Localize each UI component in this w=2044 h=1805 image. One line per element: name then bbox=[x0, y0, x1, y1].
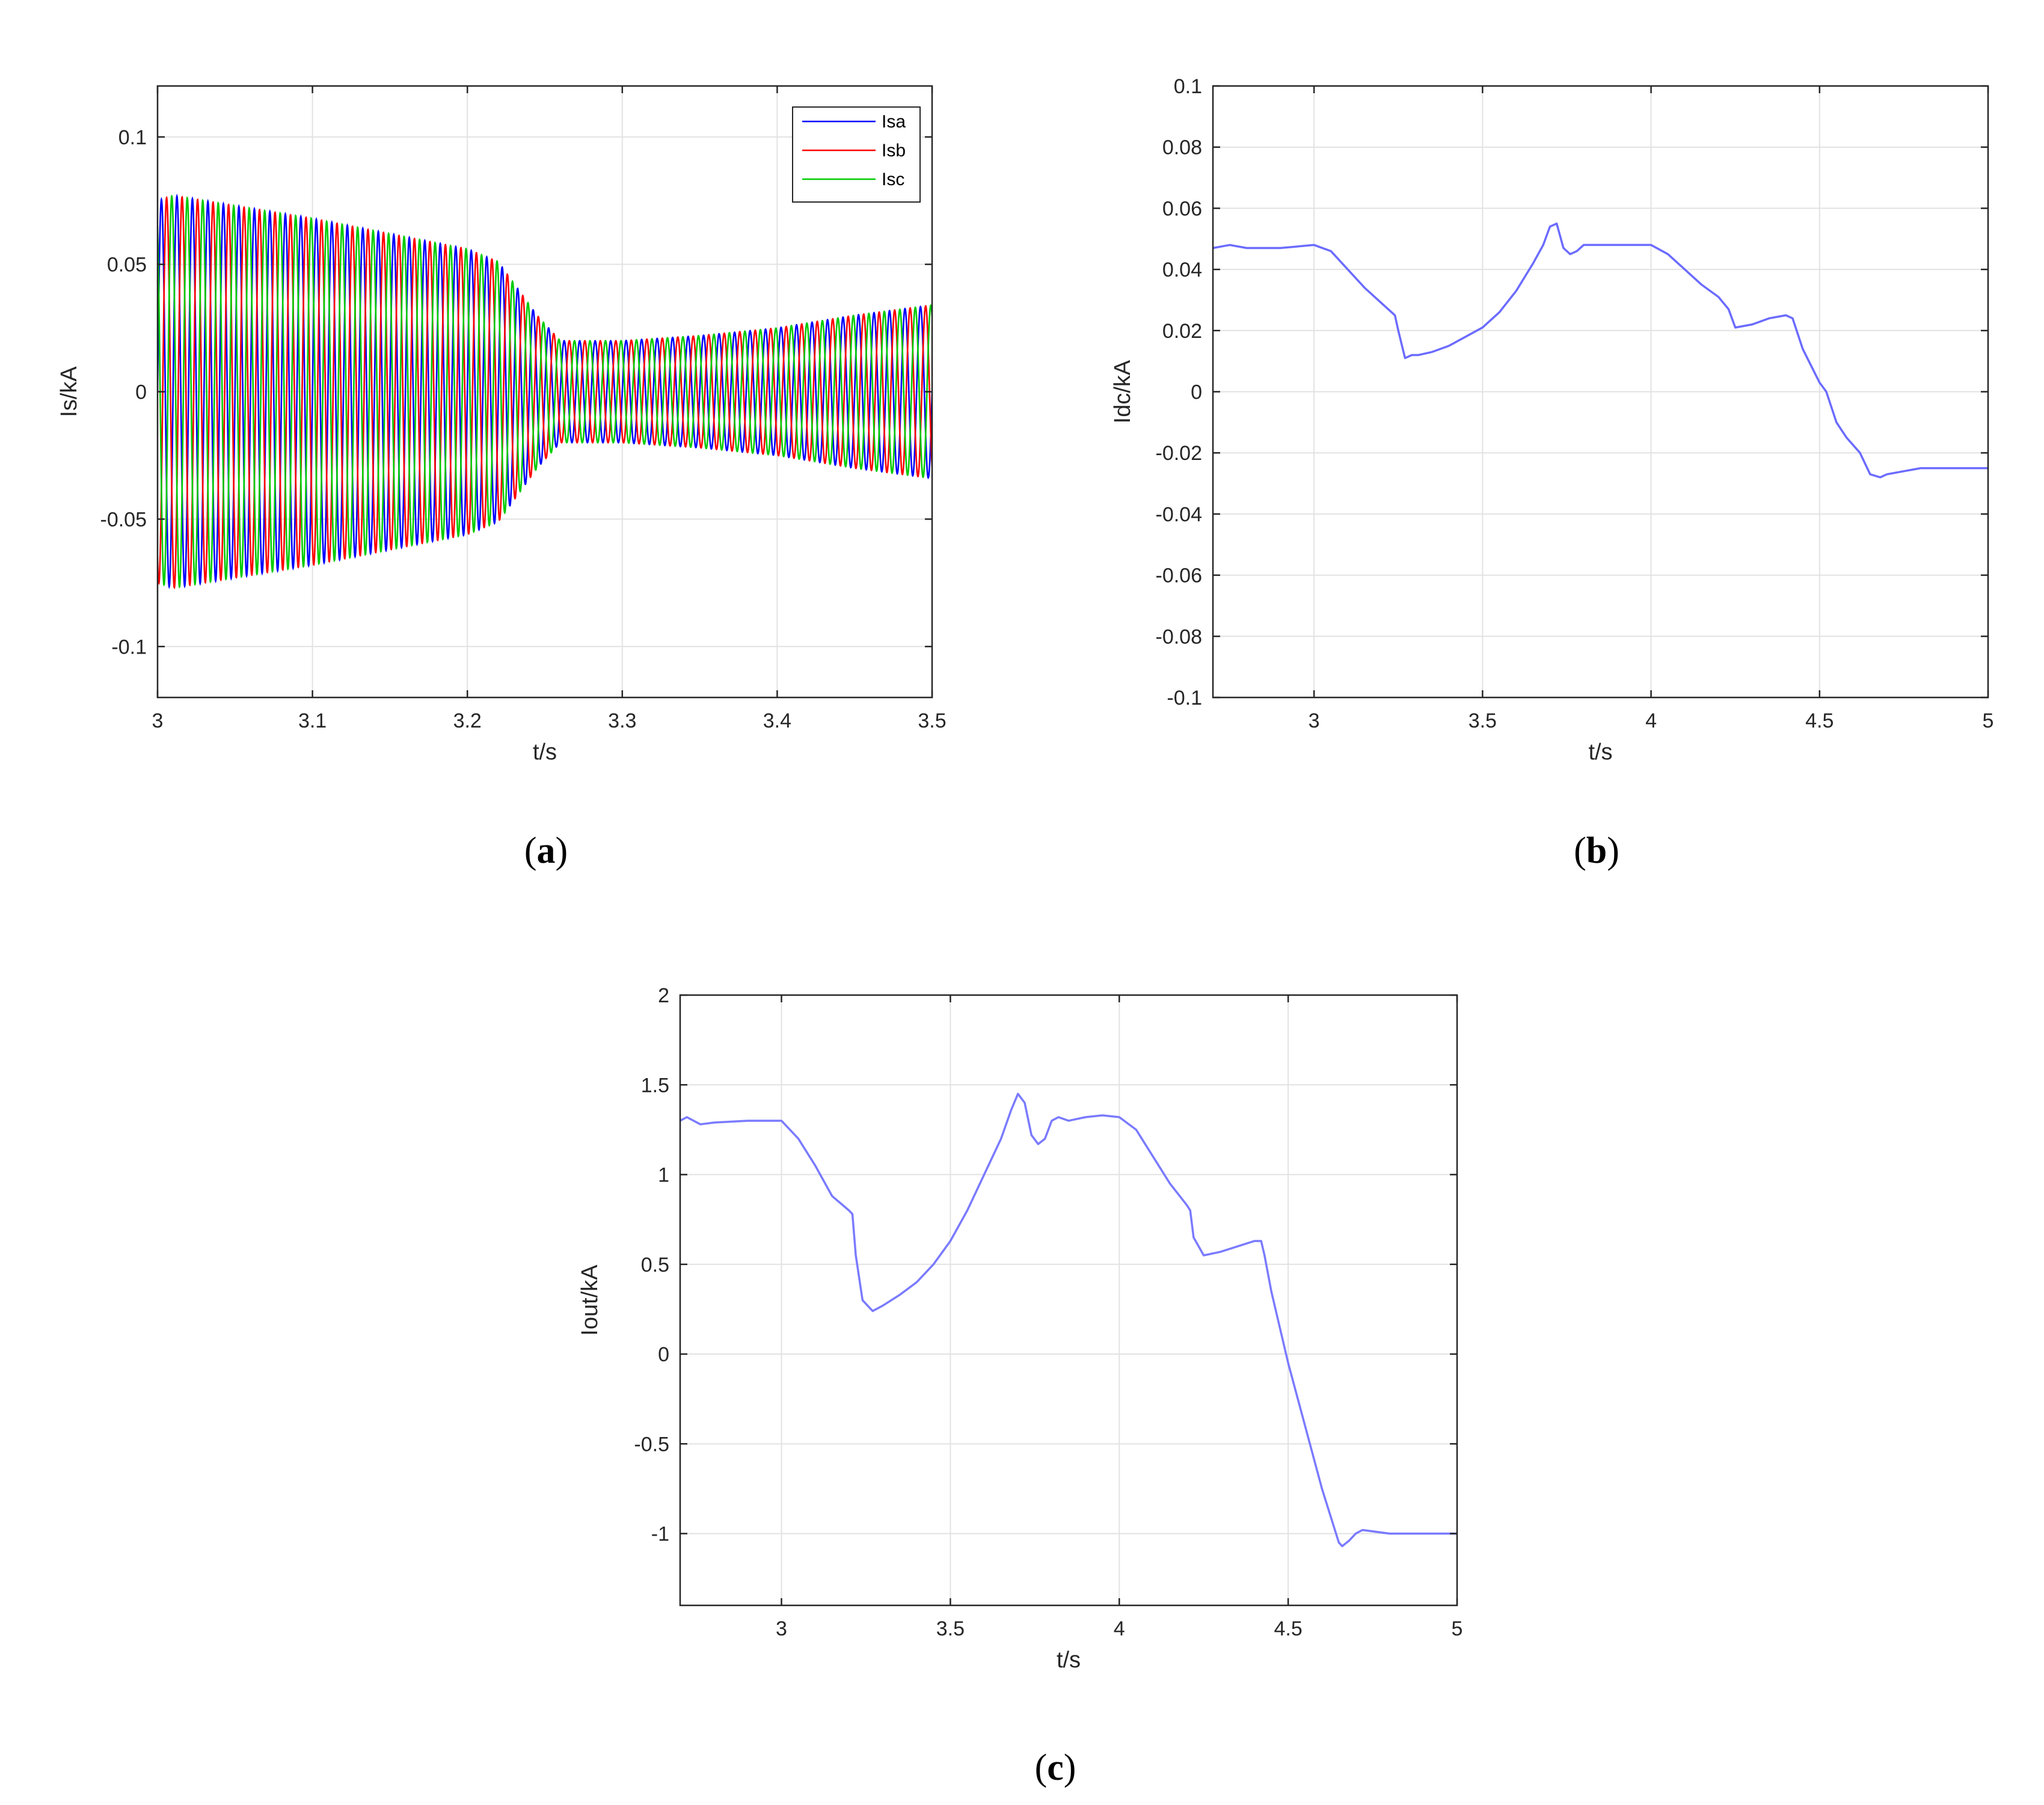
y-tick-label: -0.08 bbox=[1156, 625, 1203, 648]
y-tick-label: -0.05 bbox=[100, 508, 147, 531]
legend-label-isa: Isa bbox=[882, 112, 906, 132]
series-line-isa bbox=[158, 193, 932, 589]
axes-box bbox=[679, 994, 1458, 1607]
legend: Isa Isb Isc bbox=[792, 106, 921, 203]
x-tick-label: 3 bbox=[1309, 709, 1320, 732]
legend-label-isb: Isb bbox=[882, 141, 906, 161]
series-line-0 bbox=[1213, 222, 1988, 479]
x-tick-label: 3 bbox=[152, 709, 164, 732]
y-axis-label: Is/kA bbox=[57, 366, 82, 417]
x-tick-label: 3.5 bbox=[918, 709, 946, 732]
y-tick-label: 1 bbox=[658, 1164, 669, 1187]
x-axis-label: t/s bbox=[533, 740, 557, 765]
y-tick-label: -0.5 bbox=[634, 1433, 669, 1456]
x-tick-label: 4 bbox=[1114, 1617, 1125, 1640]
chart-c: (c) 3 3.5 4 4.5 5 -1 -0.5 0 0.5 1 1.5 2 t/s Iout/kA bbox=[577, 984, 1462, 1788]
caption-a: (a) bbox=[524, 830, 568, 871]
y-tick-label: -0.1 bbox=[111, 636, 147, 658]
y-tick-label: 0.02 bbox=[1162, 320, 1202, 343]
series-line-0 bbox=[680, 1092, 1457, 1548]
y-tick-label: 0.06 bbox=[1162, 197, 1202, 220]
y-tick-label: 0.05 bbox=[107, 254, 147, 277]
y-tick-label: 0.1 bbox=[118, 126, 147, 149]
x-tick-label: 3 bbox=[776, 1617, 787, 1640]
x-tick-label: 5 bbox=[1452, 1617, 1463, 1640]
chart-b: (b) 3 3.5 4 4.5 5 -0.1 -0.08 -0.06 -0.04 -0.02 0 0.… bbox=[1110, 75, 1993, 871]
x-axis-label: t/s bbox=[1588, 740, 1612, 765]
legend-box bbox=[792, 106, 921, 203]
x-tick-label: 3.1 bbox=[298, 709, 327, 732]
y-tick-label: 0 bbox=[135, 381, 147, 404]
y-tick-label: 0.5 bbox=[641, 1254, 669, 1276]
x-tick-label: 3.2 bbox=[453, 709, 482, 732]
y-tick-label: -0.06 bbox=[1156, 565, 1203, 587]
caption-b: (b) bbox=[1574, 830, 1619, 871]
x-tick-label: 4.5 bbox=[1805, 709, 1834, 732]
x-tick-label: 3.4 bbox=[763, 709, 791, 732]
y-tick-label: 0.1 bbox=[1174, 75, 1202, 98]
chart-a: (a) 3 3.1 3.2 3.3 3.4 3.5 -0.1 -0.05 0 0.05 0.1 t/s… bbox=[57, 85, 947, 871]
x-tick-label: 3.5 bbox=[1469, 709, 1497, 732]
x-axis-label: t/s bbox=[1057, 1647, 1081, 1673]
caption-c: (c) bbox=[1035, 1747, 1076, 1788]
plot-area bbox=[680, 995, 1457, 1605]
x-tick-label: 4 bbox=[1645, 709, 1657, 732]
series-line-isb bbox=[158, 195, 932, 589]
y-tick-label: 0 bbox=[1191, 381, 1202, 404]
y-tick-label: -0.04 bbox=[1156, 503, 1203, 526]
x-tick-label: 5 bbox=[1983, 709, 1994, 732]
y-tick-label: -0.02 bbox=[1156, 442, 1203, 465]
y-tick-label: 0 bbox=[658, 1343, 669, 1366]
y-tick-label: 0.04 bbox=[1162, 259, 1202, 281]
y-tick-label: -0.1 bbox=[1167, 687, 1202, 709]
x-tick-label: 4.5 bbox=[1274, 1617, 1302, 1640]
y-axis-label: Idc/kA bbox=[1110, 360, 1135, 423]
y-tick-label: 0.08 bbox=[1162, 136, 1202, 159]
x-tick-label: 3.3 bbox=[608, 709, 636, 732]
y-tick-label: 1.5 bbox=[641, 1074, 669, 1097]
y-tick-label: 2 bbox=[658, 984, 669, 1007]
x-tick-label: 3.5 bbox=[936, 1617, 965, 1640]
legend-label-isc: Isc bbox=[882, 170, 904, 189]
series-line-isc bbox=[158, 194, 932, 589]
y-tick-label: -1 bbox=[651, 1523, 669, 1546]
y-axis-label: Iout/kA bbox=[577, 1264, 603, 1336]
